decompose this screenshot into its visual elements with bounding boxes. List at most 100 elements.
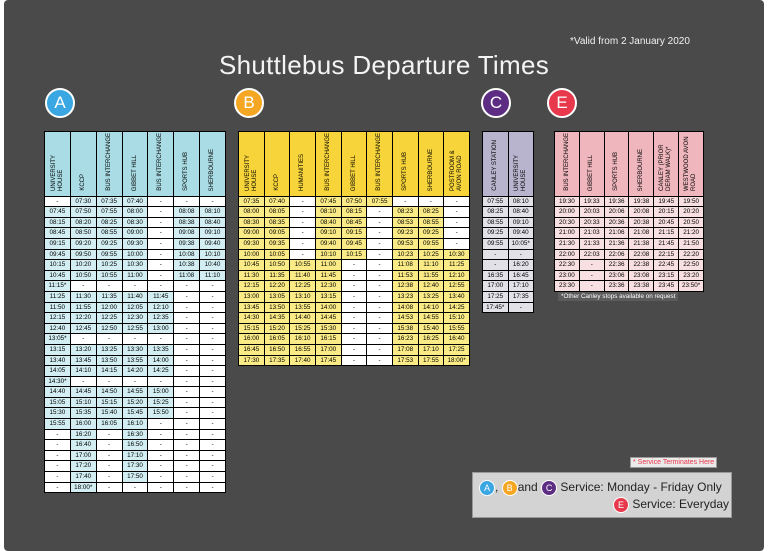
time-cell: -: [340, 269, 368, 282]
time-cell: -: [95, 375, 123, 388]
time-cell: 19:36: [603, 195, 630, 208]
column-header: CANLEY (PRIOR DERAM WALK)*: [653, 131, 680, 197]
time-cell: 14:45: [314, 312, 342, 324]
time-cell: 10:40: [199, 259, 226, 271]
time-cell: -: [173, 396, 201, 409]
table-row: 10:15 10:20 10:25 10:30-10:38 10:40: [44, 259, 226, 271]
time-cell: -: [199, 375, 226, 388]
time-cell: 12:40: [44, 322, 71, 335]
time-cell: 14:40: [44, 386, 71, 398]
time-cell: 15:30: [44, 407, 71, 420]
time-cell: 09:35: [263, 237, 291, 250]
time-cell: 10:15: [340, 248, 368, 261]
table-row: 15:05 15:10 15:15 15:20 15:25- -: [44, 396, 226, 409]
route-e-timetable: BUS INTERCHANGE GIBBET HILL SPORTS HUB SHER…: [554, 131, 704, 292]
time-cell: -: [289, 248, 316, 261]
legend-weekday-text: Service: Monday - Friday Only: [560, 480, 722, 495]
time-cell: 11:25: [443, 259, 470, 271]
table-row: 20:00 20:03 20:06 20:08 20:15 20:20: [554, 206, 704, 218]
time-cell: 11:00: [121, 269, 149, 282]
table-row: 15:15 15:20 15:25 15:30- -15:38 15:40 15:55: [238, 322, 470, 335]
time-cell: 23:50*: [678, 280, 704, 292]
table-row: 11:50 11:55 12:00 12:05 12:10- -: [44, 301, 226, 314]
time-cell: -: [121, 333, 149, 345]
time-cell: -: [173, 386, 201, 398]
time-cell: 16:45: [238, 343, 265, 356]
time-cell: 09:25: [95, 237, 123, 250]
time-cell: -: [340, 259, 368, 271]
column-header-label: HUMANITIES: [299, 153, 306, 191]
column-header-label: BUS INTERCHANGE: [105, 133, 112, 191]
time-cell: 17:45*: [482, 301, 509, 314]
time-cell: 17:25: [482, 290, 509, 303]
time-cell: 15:00: [147, 386, 175, 398]
time-cell: 17:45: [314, 354, 342, 367]
time-cell: 12:20: [69, 312, 97, 324]
time-cell: 11:35: [95, 290, 123, 303]
time-cell: -: [147, 216, 175, 229]
time-cell: -: [443, 206, 470, 218]
time-cell: -: [199, 301, 226, 314]
time-cell: -: [366, 354, 393, 367]
time-cell: 16:23: [391, 333, 419, 345]
time-cell: 13:20: [69, 343, 97, 356]
time-cell: 09:05: [263, 227, 291, 239]
time-cell: 16:00: [69, 418, 97, 430]
time-cell: -: [199, 449, 226, 462]
time-cell: 11:55: [417, 269, 445, 282]
time-cell: -: [95, 460, 123, 473]
time-cell: -: [366, 237, 393, 250]
time-cell: -: [340, 343, 368, 356]
time-cell: 09:55: [95, 248, 123, 261]
time-cell: -: [507, 301, 534, 314]
time-cell: -: [366, 280, 393, 292]
table-row: -16:20: [482, 259, 534, 271]
time-cell: -: [95, 333, 123, 345]
time-cell: 10:45: [44, 269, 71, 282]
time-cell: -: [173, 354, 201, 367]
column-header-label: GIBBET HILL: [350, 154, 357, 191]
time-cell: 13:05: [263, 290, 291, 303]
column-header: BUS INTERCHANGE: [147, 131, 175, 197]
table-row: 09:55 10:05*: [482, 237, 534, 250]
column-header-label: KCCP: [79, 174, 86, 191]
time-cell: 09:40: [199, 237, 226, 250]
time-cell: 12:20: [263, 280, 291, 292]
time-cell: 12:55: [121, 322, 149, 335]
time-cell: -: [366, 269, 393, 282]
time-cell: 13:10: [289, 290, 316, 303]
time-cell: -: [69, 375, 97, 388]
time-cell: -: [199, 322, 226, 335]
route-a-timetable: UNIVERSITY HOUSE KCCP BUS INTERCHANGE GIBBE…: [44, 131, 226, 494]
table-row: 09:30 09:35-09:40 09:45-09:53 09:55-: [238, 237, 470, 250]
time-cell: 19:45: [653, 195, 680, 208]
time-cell: 21:30: [554, 237, 580, 250]
time-cell: 11:08: [391, 259, 419, 271]
time-cell: 13:50: [95, 354, 123, 367]
time-cell: 09:38: [173, 237, 201, 250]
route-c-timetable: CANLEY STATION UNIVERSITY HOUSE 07:55 08:10…: [482, 131, 534, 314]
time-cell: 09:55: [417, 237, 445, 250]
legend-separator-comma: ,: [495, 480, 499, 495]
time-cell: 10:50: [69, 269, 97, 282]
time-cell: 20:00: [554, 206, 580, 218]
time-cell: 07:40: [121, 195, 149, 208]
time-cell: 17:10: [121, 449, 149, 462]
column-header: GIBBET HILL: [340, 131, 368, 197]
table-row: 12:15 12:20 12:25 12:30 12:35- -: [44, 312, 226, 324]
time-cell: 20:38: [628, 216, 655, 229]
time-cell: 14:25: [147, 365, 175, 377]
time-cell: -: [366, 259, 393, 271]
time-cell: 14:55: [417, 312, 445, 324]
time-cell: 10:50: [263, 259, 291, 271]
time-cell: 08:20: [69, 216, 97, 229]
table-row: 08:45 08:50 08:55 09:00-09:08 09:10: [44, 227, 226, 239]
time-cell: -: [44, 471, 71, 483]
time-cell: 09:10: [199, 227, 226, 239]
time-cell: 11:30: [238, 269, 265, 282]
time-cell: 20:20: [678, 206, 704, 218]
time-cell: 11:50: [44, 301, 71, 314]
route-e-letter: E: [556, 93, 568, 112]
time-cell: 17:40: [69, 471, 97, 483]
time-cell: 09:10: [314, 227, 342, 239]
